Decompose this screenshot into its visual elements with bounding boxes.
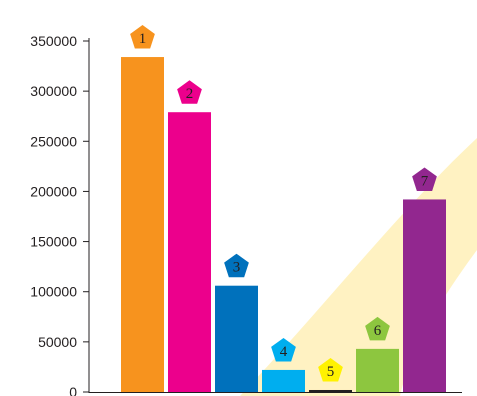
bar-badge-label: 4 [280, 344, 288, 360]
bar-badge-1 [130, 25, 155, 49]
bar-badges: 1 2 3 4 5 6 7 [130, 25, 437, 382]
bar-6 [356, 348, 399, 392]
bar-badge-6 [365, 316, 390, 341]
bar-3 [215, 285, 258, 392]
y-axis: 0 50000 100000 150000 200000 250000 300000 3500… [30, 33, 462, 396]
bar-badge-label: 2 [186, 86, 194, 102]
bar-badge-7 [412, 167, 437, 191]
bar-badge-4 [271, 337, 296, 362]
y-tick-label: 50000 [38, 334, 77, 350]
bar-badge-3 [224, 253, 249, 278]
y-tick-label: 150000 [30, 234, 77, 250]
bar-5 [309, 389, 352, 392]
y-tick-label: 0 [69, 384, 77, 396]
bar-badge-label: 3 [233, 260, 241, 276]
bars [121, 57, 446, 393]
y-tick-label: 200000 [30, 183, 77, 199]
bar-badge-label: 5 [327, 364, 335, 380]
bar-badge-label: 1 [139, 31, 147, 47]
bar-badge-label: 7 [421, 173, 429, 189]
y-tick-label: 250000 [30, 133, 77, 149]
bar-2 [168, 112, 211, 393]
bar-4 [262, 369, 305, 392]
y-tick-label: 350000 [30, 33, 77, 49]
y-tick-label: 100000 [30, 284, 77, 300]
y-tick-label: 300000 [30, 83, 77, 99]
bar-7 [403, 199, 446, 392]
bar-badge-2 [177, 80, 202, 104]
bar-badge-label: 6 [374, 323, 382, 339]
bar-1 [121, 57, 164, 392]
bar-badge-5 [318, 357, 343, 382]
